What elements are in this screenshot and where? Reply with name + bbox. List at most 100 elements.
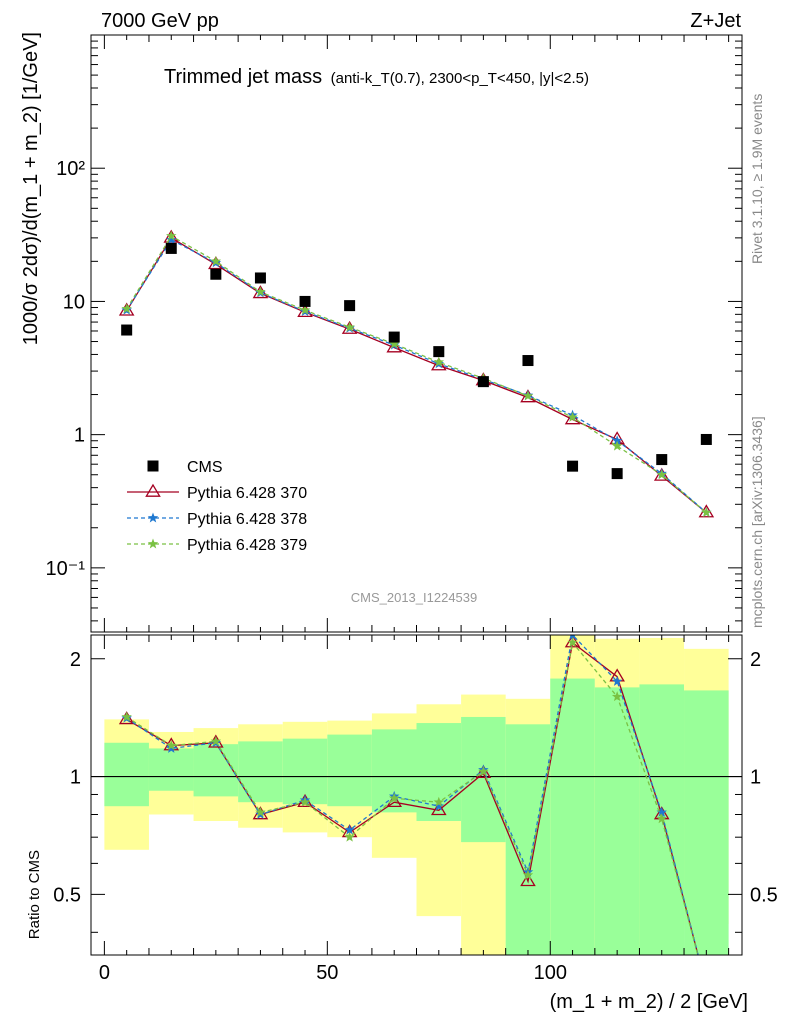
ratio-y-tick-label: 1 bbox=[70, 767, 81, 789]
main-point-pythia-6-428-370 bbox=[520, 389, 536, 403]
main-y-tick-label: 1 bbox=[74, 425, 85, 447]
ratio-y-tick-label-right: 2 bbox=[750, 649, 761, 671]
ratio-panel-axes: 0.5 0.5 1 1 2 2 0 50 100 bbox=[53, 635, 778, 984]
ratio-band-inner bbox=[238, 741, 283, 803]
main-panel-axes: 10⁻¹ 1 10 10² bbox=[46, 35, 742, 632]
main-point-pythia-6-428-379 bbox=[255, 286, 266, 297]
main-y-tick-label: 10 bbox=[63, 291, 85, 313]
ratio-uncertainty-bands bbox=[104, 635, 729, 955]
main-panel-series bbox=[118, 229, 715, 518]
ratio-point-pythia-6-428-378 bbox=[433, 800, 445, 811]
mcplots-info-text: mcplots.cern.ch [arXiv:1306.3436] bbox=[749, 416, 765, 628]
main-point-cms bbox=[299, 295, 311, 307]
main-point-pythia-6-428-379 bbox=[344, 321, 355, 332]
ratio-point-pythia-6-428-370 bbox=[520, 873, 536, 887]
main-point-pythia-6-428-379 bbox=[210, 255, 222, 266]
legend-marker bbox=[145, 483, 161, 497]
ratio-y-tick-label-right: 1 bbox=[750, 767, 761, 789]
main-point-cms bbox=[121, 324, 133, 336]
legend-label: Pythia 6.428 378 bbox=[187, 511, 307, 528]
main-point-pythia-6-428-379 bbox=[299, 304, 311, 315]
x-axis-title: (m_1 + m_2) / 2 [GeV] bbox=[550, 991, 748, 1013]
plot-title: Trimmed jet mass (anti-k_T(0.7), 2300<p_… bbox=[164, 66, 589, 88]
plot-title-main: Trimmed jet mass bbox=[164, 66, 322, 88]
ratio-line-pythia-6-428-378 bbox=[126, 635, 699, 955]
main-point-pythia-6-428-379 bbox=[701, 507, 712, 518]
legend-label: CMS bbox=[187, 459, 223, 476]
ratio-point-pythia-6-428-378 bbox=[656, 806, 667, 817]
rivet-info-text: Rivet 3.1.10, ≥ 1.9M events bbox=[749, 94, 765, 264]
main-point-pythia-6-428-379 bbox=[433, 356, 445, 367]
main-point-pythia-6-428-379 bbox=[656, 469, 667, 480]
ratio-band-inner bbox=[104, 742, 149, 807]
ratio-band-inner bbox=[461, 716, 506, 843]
ratio-y-tick-label: 0.5 bbox=[53, 884, 81, 906]
main-point-cms bbox=[344, 300, 356, 312]
ratio-point-pythia-6-428-370 bbox=[475, 764, 492, 779]
ratio-band-inner bbox=[594, 687, 640, 955]
ratio-point-pythia-6-428-379 bbox=[255, 806, 266, 817]
ratio-point-pythia-6-428-378 bbox=[611, 675, 623, 686]
plot-title-detail: (anti-k_T(0.7), 2300<p_T<450, |y|<2.5) bbox=[331, 70, 589, 87]
ratio-point-pythia-6-428-370 bbox=[431, 802, 447, 816]
main-point-cms bbox=[522, 355, 534, 367]
ratio-point-pythia-6-428-379 bbox=[656, 813, 667, 824]
x-tick-label: 0 bbox=[99, 962, 110, 984]
main-panel-frame bbox=[90, 34, 743, 633]
ratio-band-inner bbox=[148, 748, 194, 791]
main-point-pythia-6-428-379 bbox=[567, 411, 578, 422]
ratio-point-pythia-6-428-379 bbox=[433, 796, 445, 807]
main-point-cms bbox=[700, 433, 712, 445]
main-line-pythia-6-428-378 bbox=[126, 238, 707, 514]
ratio-point-pythia-6-428-378 bbox=[344, 824, 355, 835]
x-tick-label: 100 bbox=[534, 962, 567, 984]
header-left-label: 7000 GeV pp bbox=[101, 10, 219, 32]
main-point-cms bbox=[388, 331, 400, 343]
ratio-band-inner bbox=[505, 724, 551, 955]
ratio-point-pythia-6-428-379 bbox=[611, 691, 623, 702]
main-point-cms bbox=[210, 268, 222, 280]
main-point-cms bbox=[254, 272, 266, 284]
main-point-pythia-6-428-379 bbox=[388, 338, 400, 349]
ratio-point-pythia-6-428-379 bbox=[344, 831, 355, 842]
ratio-point-pythia-6-428-379 bbox=[567, 637, 578, 647]
ratio-point-pythia-6-428-379 bbox=[478, 766, 489, 776]
ratio-point-pythia-6-428-370 bbox=[700, 980, 713, 991]
ratio-point-pythia-6-428-379 bbox=[522, 869, 534, 880]
ratio-panel-series bbox=[118, 635, 713, 991]
ratio-band-inner bbox=[282, 738, 328, 805]
main-y-axis-title: 1000/σ 2dσ)/d(m_1 + m_2) [1/GeV] bbox=[20, 32, 42, 345]
main-point-pythia-6-428-379 bbox=[121, 303, 132, 314]
main-point-cms bbox=[611, 468, 623, 480]
analysis-id-label: CMS_2013_I1224539 bbox=[351, 590, 478, 605]
main-point-cms bbox=[165, 242, 177, 254]
legend-label: Pythia 6.428 370 bbox=[187, 485, 307, 502]
ratio-y-tick-label: 2 bbox=[70, 649, 81, 671]
ratio-point-pythia-6-428-379 bbox=[166, 740, 177, 751]
ratio-y-tick-label-right: 0.5 bbox=[750, 884, 778, 906]
ratio-band-inner bbox=[193, 744, 239, 797]
ratio-point-pythia-6-428-379 bbox=[121, 711, 132, 722]
main-y-tick-label: 10⁻¹ bbox=[46, 558, 86, 580]
legend-label: Pythia 6.428 379 bbox=[187, 537, 307, 554]
legend-marker bbox=[147, 538, 159, 549]
header-right-label: Z+Jet bbox=[690, 10, 741, 32]
ratio-point-pythia-6-428-378 bbox=[701, 981, 711, 991]
legend-marker bbox=[147, 512, 159, 523]
main-point-cms bbox=[567, 460, 579, 472]
main-line-pythia-6-428-379 bbox=[126, 235, 707, 514]
main-point-pythia-6-428-370 bbox=[564, 411, 581, 425]
ratio-band-inner bbox=[327, 734, 372, 807]
ratio-band-inner bbox=[684, 690, 729, 955]
ratio-line-pythia-6-428-379 bbox=[126, 641, 699, 955]
ratio-panel-frame bbox=[90, 634, 743, 956]
main-point-cms bbox=[477, 376, 489, 388]
main-point-pythia-6-428-379 bbox=[522, 390, 534, 401]
ratio-point-pythia-6-428-379 bbox=[210, 735, 222, 746]
legend-marker bbox=[147, 460, 159, 472]
main-point-pythia-6-428-370 bbox=[431, 357, 447, 371]
ratio-point-pythia-6-428-379 bbox=[299, 796, 311, 807]
main-y-tick-label: 10² bbox=[56, 158, 85, 180]
main-point-pythia-6-428-378 bbox=[611, 435, 623, 446]
